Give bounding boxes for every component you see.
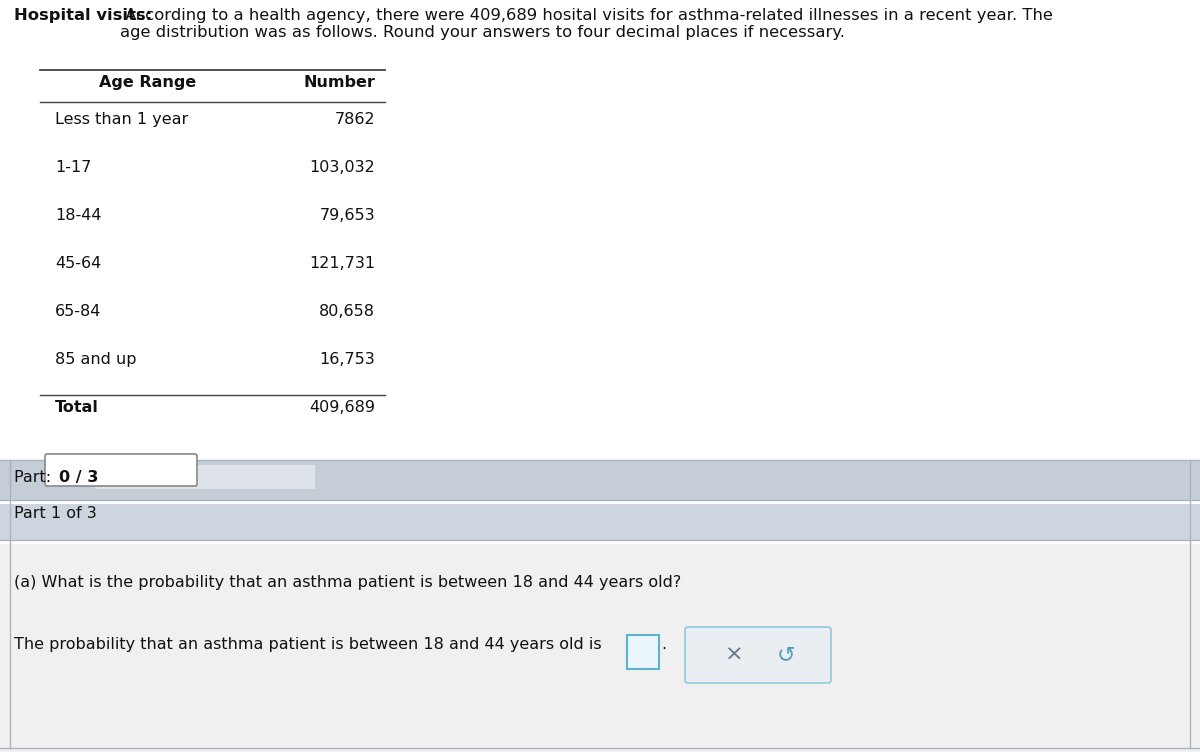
Text: 45-64: 45-64 — [55, 256, 101, 271]
Text: 0 / 3: 0 / 3 — [59, 470, 98, 485]
Text: Send data to Excel: Send data to Excel — [56, 463, 186, 477]
Text: .: . — [661, 637, 666, 652]
Text: (a) What is the probability that an asthma patient is between 18 and 44 years ol: (a) What is the probability that an asth… — [14, 575, 682, 590]
Text: 80,658: 80,658 — [319, 304, 374, 319]
Text: 103,032: 103,032 — [310, 160, 374, 175]
Bar — [0, 460, 1200, 500]
Text: 7862: 7862 — [335, 112, 374, 127]
Text: Hospital visits:: Hospital visits: — [14, 8, 152, 23]
Text: Part 1 of 3: Part 1 of 3 — [14, 506, 97, 521]
Text: 18-44: 18-44 — [55, 208, 102, 223]
Text: 409,689: 409,689 — [310, 400, 374, 415]
Bar — [0, 504, 1200, 540]
Text: The probability that an asthma patient is between 18 and 44 years old is: The probability that an asthma patient i… — [14, 637, 601, 652]
Text: ×: × — [725, 645, 744, 665]
Text: Part:: Part: — [14, 470, 56, 485]
Bar — [0, 544, 1200, 752]
Text: 16,753: 16,753 — [319, 352, 374, 367]
Text: Age Range: Age Range — [98, 75, 196, 90]
FancyBboxPatch shape — [628, 635, 659, 669]
Text: 79,653: 79,653 — [319, 208, 374, 223]
Text: 85 and up: 85 and up — [55, 352, 137, 367]
FancyBboxPatch shape — [685, 627, 830, 683]
Text: Number: Number — [304, 75, 374, 90]
Text: 1-17: 1-17 — [55, 160, 91, 175]
Text: ↺: ↺ — [776, 645, 796, 665]
Text: According to a health agency, there were 409,689 hosital visits for asthma-relat: According to a health agency, there were… — [120, 8, 1052, 41]
Text: Total: Total — [55, 400, 98, 415]
Text: 65-84: 65-84 — [55, 304, 101, 319]
Text: Less than 1 year: Less than 1 year — [55, 112, 188, 127]
Text: 121,731: 121,731 — [308, 256, 374, 271]
FancyBboxPatch shape — [46, 454, 197, 486]
Bar — [95, 465, 314, 489]
